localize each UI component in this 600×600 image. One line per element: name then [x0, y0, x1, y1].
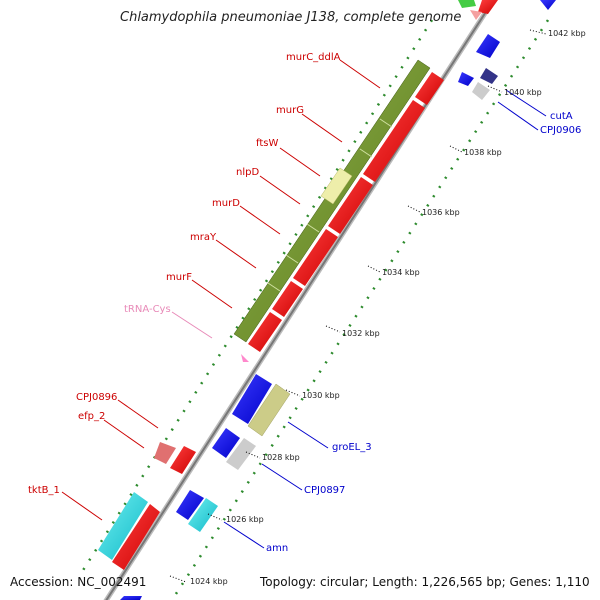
gene-partial-bottom [120, 596, 142, 600]
gene-label-tktB-1: tktB_1 [28, 485, 60, 496]
gene-cluster-red [248, 72, 444, 352]
gene-blue-3 [232, 374, 272, 424]
gene-label-murD: murD [212, 198, 240, 209]
gene-label-cpj0897: CPJ0897 [304, 485, 346, 496]
scale-pointers [169, 29, 547, 583]
gene-partial-red-top [478, 0, 498, 14]
gene-tktb-1 [98, 492, 148, 560]
gene-label-groEL-3: groEL_3 [332, 442, 372, 453]
scale-label-1038: 1038 kbp [464, 148, 502, 157]
gene-blue-5 [176, 490, 204, 520]
leader-lines [61, 59, 547, 549]
gene-cluster-olive [233, 59, 431, 343]
gene-label-murC-ddlA: murC_ddlA [286, 52, 341, 63]
gene-blue-1 [476, 34, 500, 58]
map-title: Chlamydophila pneumoniae J138, complete … [120, 10, 462, 25]
gene-label-amn: amn [266, 543, 289, 554]
gene-partial-blue-top [540, 0, 556, 10]
gene-blue-4 [212, 428, 240, 458]
accession-label: Accession: NC_002491 [10, 575, 147, 589]
gene-red-bottom [112, 504, 160, 570]
gene-cpj0896 [154, 442, 176, 464]
gene-navy [480, 68, 498, 84]
gene-nlpD [320, 167, 353, 205]
scale-label-1036: 1036 kbp [422, 208, 460, 217]
gene-label-murG: murG [276, 105, 304, 116]
scale-label-1030: 1030 kbp [302, 391, 340, 400]
gene-label-ftsW: ftsW [256, 138, 279, 149]
scale-label-1040: 1040 kbp [504, 88, 542, 97]
gene-groel-3 [247, 383, 291, 437]
gene-partial-pink-top [470, 10, 482, 20]
scale-label-1026: 1026 kbp [226, 515, 264, 524]
gene-amn [188, 498, 218, 532]
gene-label-murF: murF [166, 272, 192, 283]
gene-trna-cys [241, 354, 249, 362]
scale-label-1034: 1034 kbp [382, 268, 420, 277]
scale-label-1028: 1028 kbp [262, 453, 300, 462]
gene-label-nlpD: nlpD [236, 167, 260, 178]
guide-line-left [78, 19, 434, 576]
gene-efp-2 [170, 446, 196, 474]
gene-cpj0906 [472, 82, 490, 100]
gene-label-cutA: cutA [550, 111, 573, 122]
gene-label-mraY: mraY [190, 232, 217, 243]
scale-label-1042: 1042 kbp [548, 29, 586, 38]
gene-cpj0897 [226, 438, 256, 470]
gene-blue-2 [458, 72, 474, 86]
scale-label-1032: 1032 kbp [342, 329, 380, 338]
gene-label-cpj0906: CPJ0906 [540, 125, 582, 136]
gene-label-trna-cys: tRNA-Cys [124, 304, 171, 315]
gene-label-efp-2: efp_2 [78, 411, 106, 422]
gene-label-cpj0896: CPJ0896 [76, 392, 118, 403]
guide-line-right [170, 19, 550, 600]
gene-partial-green [458, 0, 476, 8]
genome-info-label: Topology: circular; Length: 1,226,565 bp… [260, 575, 590, 589]
scale-label-1024: 1024 kbp [190, 577, 228, 586]
backbone-inner [105, 0, 495, 600]
